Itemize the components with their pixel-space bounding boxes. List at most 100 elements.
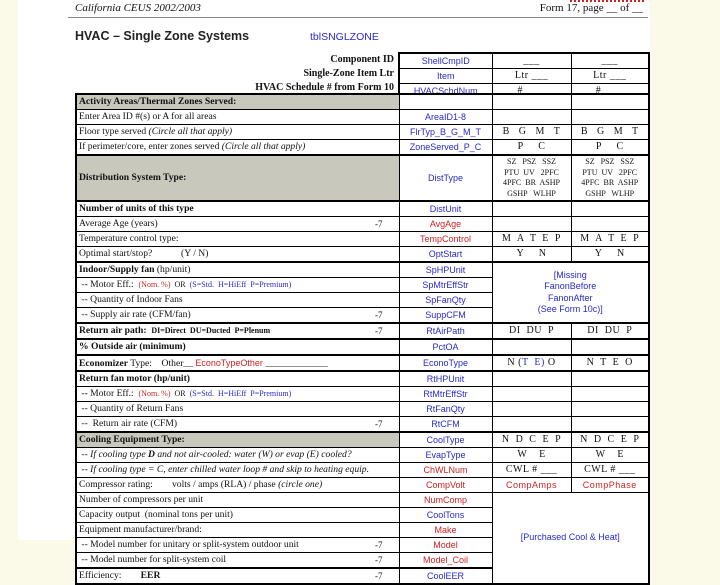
label-segment: Distribution System Type:	[79, 172, 187, 183]
document-header-left: California CEUS 2002/2003	[75, 2, 201, 14]
row-label: Efficiency: EER -7	[75, 567, 400, 585]
value-cell: Ltr ___	[570, 68, 650, 84]
label-segment: -- Return air rate (CFM)	[79, 418, 178, 429]
field-name: Item	[398, 68, 493, 84]
value-options-multiline: SZ PSZ SSZ PTU UV 2PFC 4PFC BR ASHP GSHP…	[581, 157, 639, 198]
label-segment: Number of units of this type	[79, 203, 194, 214]
row-label: Cooling Equipment Type:	[75, 431, 400, 448]
value-cell	[491, 370, 572, 387]
row-label: If perimeter/core, enter zones served (C…	[75, 139, 400, 156]
table-row: Compressor rating: volts / amps (RLA) / …	[75, 477, 650, 493]
value-cell: M A T E P	[491, 231, 572, 247]
row-label-text: % Outside air (minimum)	[79, 341, 397, 353]
value-cell: ___	[570, 52, 650, 69]
value-cell	[491, 93, 572, 110]
label-segment: Cooling Equipment Type:	[79, 434, 185, 445]
field-name: RtAirPath	[398, 322, 493, 340]
value-cell	[570, 216, 650, 232]
label-segment: EER	[140, 570, 161, 581]
row-label: Temperature control type:	[75, 231, 400, 247]
value-cell: Ltr ___	[491, 68, 572, 84]
field-name: OptStart	[398, 246, 493, 263]
row-label-text: Number of units of this type	[79, 203, 397, 215]
label-segment: and not air-cooled: water (W) or evap (E…	[154, 449, 352, 460]
table-row: -- Return air rate (CFM) -7 RtCFM	[75, 416, 650, 433]
field-name: SpHPUnit	[398, 261, 493, 278]
field-name: Model_Coil	[398, 552, 493, 569]
table-row: Indoor/Supply fan (hp/unit) SpHPUnit [Miss…	[75, 261, 650, 324]
field-name: ChWLNum	[398, 462, 493, 478]
label-segment: (Nom. %)	[138, 280, 171, 289]
label-segment: (Circle all that apply)	[221, 141, 306, 152]
label-segment: -- Model number for unitary or split-sys…	[79, 539, 299, 550]
row-label: Indoor/Supply fan (hp/unit)	[75, 261, 400, 278]
label-segment: D	[148, 449, 155, 460]
code-note: -7	[375, 326, 383, 336]
row-label: -- Return air rate (CFM) -7	[75, 416, 400, 433]
label-segment: OR	[170, 389, 190, 398]
table-row: -- Motor Eff.: (Nom. %) OR (S=Std. H=HiE…	[75, 386, 650, 402]
table-row: Distribution System Type: DistType SZ PSZ …	[75, 154, 650, 202]
row-label-text: -- If cooling type = C, enter chilled wa…	[79, 464, 397, 476]
row-label: -- Quantity of Return Fans	[75, 401, 400, 417]
table-row: Floor type served (Circle all that apply…	[75, 124, 650, 140]
row-label: Compressor rating: volts / amps (RLA) / …	[75, 477, 400, 493]
field-name: EvapType	[398, 447, 493, 463]
row-label: Equipment manufacturer/brand:	[75, 522, 400, 538]
table-row: -- If cooling type = C, enter chilled wa…	[75, 462, 650, 478]
value-cell: B G M T	[491, 124, 572, 140]
row-label-text: -- Model number for split-system coil	[79, 554, 397, 566]
row-label-text: -- Return air rate (CFM)	[79, 418, 397, 430]
field-name: RtHPUnit	[398, 370, 493, 387]
table-row: Number of compressors per unit NumComp [Pu…	[75, 492, 650, 585]
table-row: -- Motor Eff.: (Nom. %) OR (S=Std. H=HiE…	[75, 277, 649, 293]
label-segment: Efficiency:	[79, 570, 141, 581]
label-segment: (S=Std. H=HiEff P=Premium)	[189, 389, 292, 398]
row-label-text: Floor type served (Circle all that apply…	[79, 126, 397, 138]
value-cell	[570, 93, 650, 110]
field-name: CoolEER	[398, 567, 493, 585]
field-name: DistUnit	[398, 200, 493, 217]
field-name: AvgAge	[398, 216, 493, 232]
hvac-single-zone-table: Activity Areas/Thermal Zones Served: Ente…	[75, 93, 650, 585]
table-row: -- Quantity of Return Fans RtFanQty	[75, 401, 650, 417]
row-label: -- If cooling type D and not air-cooled:…	[75, 447, 400, 463]
label-segment: Optimal start/stop? (Y / N)	[79, 248, 209, 259]
row-label-text: -- Motor Eff.: (Nom. %) OR (S=Std. H=HiE…	[79, 279, 397, 291]
label-segment: -- Supply air rate (CFM/fan)	[79, 309, 191, 320]
code-note: -7	[375, 571, 383, 581]
code-note: -7	[375, 555, 383, 565]
row-label: Return air path: DI=Direct DU=Ducted P=P…	[75, 322, 400, 340]
label-segment: DI=Direct DU=Ducted P=Plenum	[151, 326, 271, 335]
table-row: Enter Area ID #(s) or A for all areas Are…	[75, 109, 650, 125]
database-table-reference: tblSNGLZONE	[310, 31, 379, 43]
table-row: Equipment manufacturer/brand: Make	[75, 522, 649, 538]
value-cell: CWL # ___	[491, 462, 572, 478]
document-header-right: Form 17, page __ of __	[539, 2, 643, 14]
id-table-label: HVAC Schedule # from Form 10	[255, 82, 394, 93]
label-segment: Equipment manufacturer/brand:	[79, 524, 202, 535]
field-name	[398, 93, 493, 110]
row-label-text: Economizer Type: Other__ EconoTypeOther …	[79, 357, 397, 370]
label-segment: -- Quantity of Indoor Fans	[79, 294, 183, 305]
value-cell: CompPhase	[570, 477, 650, 493]
table-row: Economizer Type: Other__ EconoTypeOther …	[75, 354, 650, 372]
field-name: Make	[398, 522, 493, 538]
label-segment: -- Quantity of Return Fans	[79, 403, 184, 414]
component-id-table: ShellCmpID ___ ___ Item Ltr ___ Ltr ___ HVACSc…	[398, 52, 650, 100]
label-segment: Activity Areas/Thermal Zones Served:	[79, 96, 237, 107]
label-segment: OR	[170, 280, 190, 289]
label-segment: CompPhase	[582, 479, 637, 490]
value-cell: DI DU P	[570, 322, 650, 340]
field-name: RtCFM	[398, 416, 493, 433]
value-cell: W E	[491, 447, 572, 463]
table-row: Average Age (years) -7 AvgAge	[75, 216, 650, 232]
field-name: SpFanQty	[398, 292, 493, 308]
value-cell: Y N	[491, 246, 572, 263]
label-segment: -- Model number for split-system coil	[79, 554, 227, 565]
value-cell: W E	[570, 447, 650, 463]
value-cell: N D C E P	[570, 431, 650, 448]
field-name: TempControl	[398, 231, 493, 247]
label-segment: Number of compressors per unit	[79, 494, 204, 505]
table-row: -- If cooling type D and not air-cooled:…	[75, 447, 650, 463]
